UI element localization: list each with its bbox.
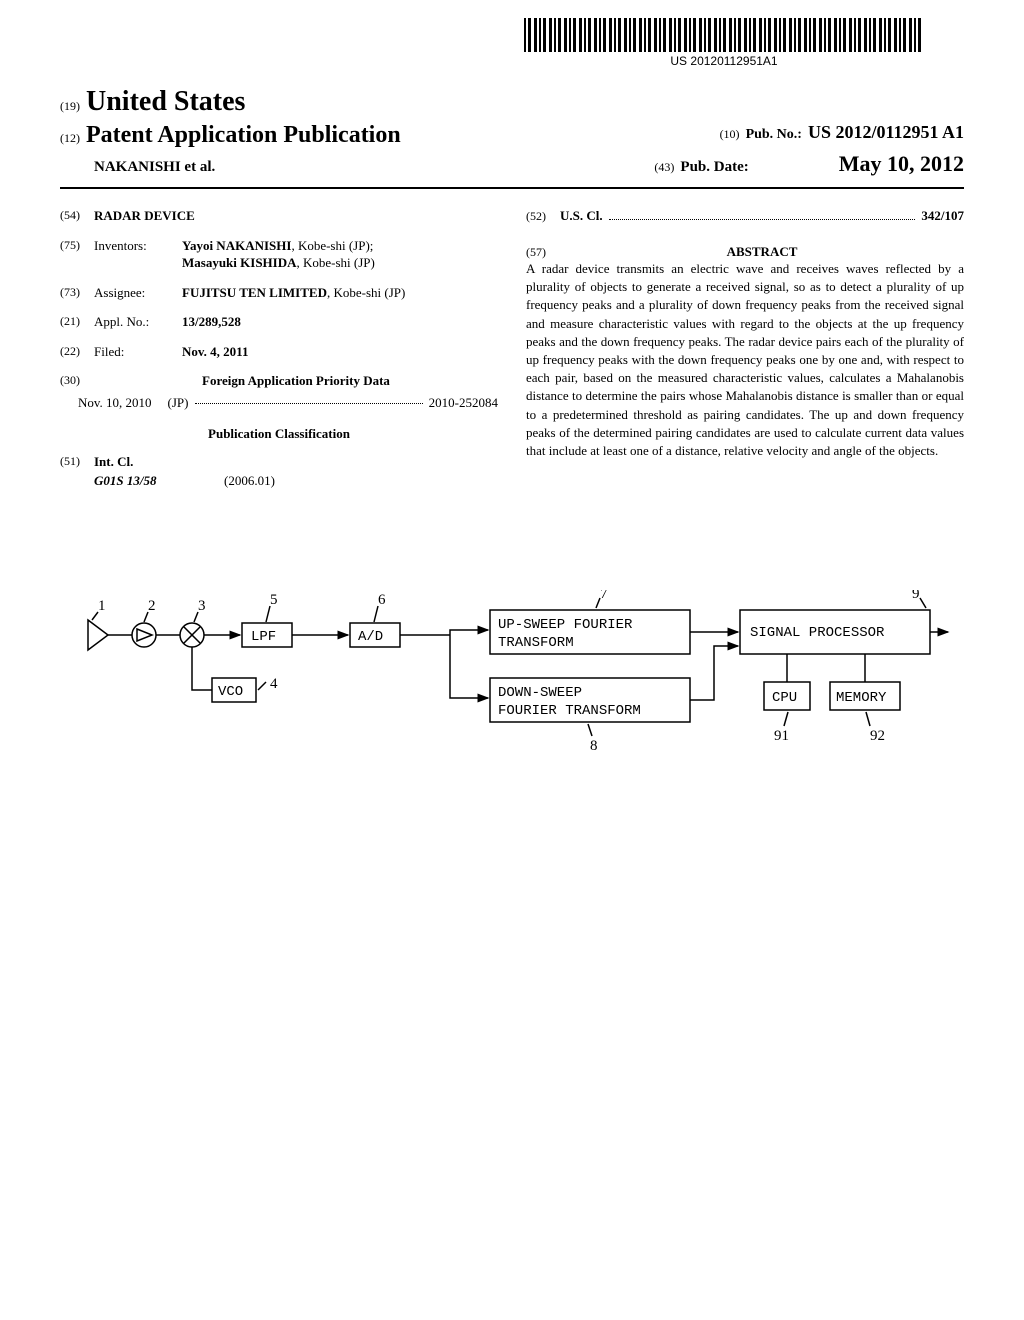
ref-8: 8 (590, 738, 598, 754)
pub-date-label: Pub. Date: (680, 159, 748, 176)
foreign-priority-title: Foreign Application Priority Data (94, 372, 498, 390)
field-51: (51) Int. Cl. (60, 453, 498, 471)
pub-no-block: (10) Pub. No.: US 2012/0112951 A1 (720, 122, 964, 143)
priority-date: Nov. 10, 2010 (78, 394, 152, 412)
intcl-row: G01S 13/58 (2006.01) (60, 472, 498, 490)
assignee-loc: , Kobe-shi (JP) (327, 285, 405, 300)
sigproc-label: SIGNAL PROCESSOR (750, 625, 885, 641)
pub-no-value: US 2012/0112951 A1 (808, 122, 964, 143)
ref-92: 92 (870, 728, 885, 744)
uscl-value: 342/107 (921, 207, 964, 225)
pub-classification-title: Publication Classification (60, 425, 498, 443)
barcode-region: US 20120112951A1 (524, 18, 924, 68)
priority-row: Nov. 10, 2010 (JP) 2010-252084 (60, 394, 498, 412)
header-divider (60, 187, 964, 189)
intcl-code: G01S 13/58 (94, 472, 184, 490)
left-column: (54) RADAR DEVICE (75) Inventors: Yayoi … (60, 207, 498, 490)
ref-5: 5 (270, 592, 278, 608)
right-column: (52) U.S. Cl. 342/107 (57) ABSTRACT A ra… (526, 207, 964, 490)
pub-date-value: May 10, 2012 (839, 151, 964, 177)
inventor-1-name: Yayoi NAKANISHI (182, 238, 291, 253)
label-assignee: Assignee: (94, 284, 182, 302)
invention-title: RADAR DEVICE (94, 207, 195, 225)
field-57-head: (57) ABSTRACT (526, 243, 964, 261)
intcl-version: (2006.01) (224, 472, 275, 490)
pub-title: Patent Application Publication (86, 122, 401, 149)
field-54: (54) RADAR DEVICE (60, 207, 498, 225)
code-30: (30) (60, 372, 94, 390)
priority-dotted (195, 394, 423, 404)
label-intcl: Int. Cl. (94, 453, 133, 471)
code-51: (51) (60, 453, 94, 471)
ref-3: 3 (198, 598, 206, 614)
uscl-dotted (609, 210, 916, 220)
field-73: (73) Assignee: FUJITSU TEN LIMITED, Kobe… (60, 284, 498, 302)
code-19: (19) (60, 99, 80, 114)
field-52: (52) U.S. Cl. 342/107 (526, 207, 964, 225)
memory-label: MEMORY (836, 690, 887, 706)
assignee-value: FUJITSU TEN LIMITED, Kobe-shi (JP) (182, 284, 498, 302)
code-21: (21) (60, 313, 94, 331)
code-73: (73) (60, 284, 94, 302)
ad-label: A/D (358, 629, 383, 645)
code-57: (57) (526, 244, 560, 260)
field-22: (22) Filed: Nov. 4, 2011 (60, 343, 498, 361)
label-applno: Appl. No.: (94, 313, 182, 331)
field-21: (21) Appl. No.: 13/289,528 (60, 313, 498, 331)
ref-9: 9 (912, 590, 920, 602)
ref-6: 6 (378, 592, 386, 608)
authors: NAKANISHI et al. (94, 159, 215, 176)
ref-7: 7 (600, 590, 608, 602)
pub-no-label: Pub. No.: (746, 127, 802, 143)
priority-no: 2010-252084 (429, 394, 498, 412)
code-22: (22) (60, 343, 94, 361)
inventors-value: Yayoi NAKANISHI, Kobe-shi (JP); Masayuki… (182, 237, 498, 272)
ref-2: 2 (148, 598, 156, 614)
code-43: (43) (654, 160, 674, 175)
pub-date-block: (43) Pub. Date: May 10, 2012 (654, 151, 964, 177)
header-row-1: (19) United States (60, 86, 964, 118)
filed-value: Nov. 4, 2011 (182, 343, 498, 361)
inventor-2-name: Masayuki KISHIDA (182, 255, 297, 270)
label-uscl: U.S. Cl. (560, 207, 603, 225)
block-diagram: VCO LPF A/D UP-SWEEP FOURIER TRANSFORM D… (70, 590, 954, 790)
lpf-label: LPF (251, 629, 276, 645)
upsweep-label-1: UP-SWEEP FOURIER (498, 617, 633, 633)
bibliographic-columns: (54) RADAR DEVICE (75) Inventors: Yayoi … (60, 207, 964, 490)
country-name: United States (86, 86, 245, 118)
upsweep-label-2: TRANSFORM (498, 635, 574, 651)
ref-91: 91 (774, 728, 789, 744)
code-54: (54) (60, 207, 94, 225)
ref-1: 1 (98, 598, 106, 614)
barcode-graphic (524, 18, 924, 52)
code-12: (12) (60, 131, 80, 146)
downsweep-label-2: FOURIER TRANSFORM (498, 703, 641, 719)
label-filed: Filed: (94, 343, 182, 361)
pub-title-block: (12) Patent Application Publication (60, 122, 401, 149)
ref-4: 4 (270, 676, 278, 692)
header-row-3: NAKANISHI et al. (43) Pub. Date: May 10,… (60, 151, 964, 177)
code-10: (10) (720, 127, 740, 142)
cpu-label: CPU (772, 690, 797, 706)
abstract-body: A radar device transmits an electric wav… (526, 260, 964, 460)
assignee-name: FUJITSU TEN LIMITED (182, 285, 327, 300)
barcode-text: US 20120112951A1 (524, 54, 924, 68)
header: (19) United States (12) Patent Applicati… (60, 86, 964, 177)
priority-country: (JP) (168, 394, 189, 412)
code-52: (52) (526, 208, 560, 224)
abstract-title: ABSTRACT (560, 243, 964, 261)
field-30-head: (30) Foreign Application Priority Data (60, 372, 498, 390)
vco-label: VCO (218, 684, 243, 700)
field-75: (75) Inventors: Yayoi NAKANISHI, Kobe-sh… (60, 237, 498, 272)
code-75: (75) (60, 237, 94, 272)
applno-value: 13/289,528 (182, 313, 498, 331)
inventor-1-loc: , Kobe-shi (JP); (291, 238, 373, 253)
inventor-2-loc: , Kobe-shi (JP) (297, 255, 375, 270)
label-inventors: Inventors: (94, 237, 182, 272)
header-row-2: (12) Patent Application Publication (10)… (60, 122, 964, 149)
downsweep-label-1: DOWN-SWEEP (498, 685, 582, 701)
